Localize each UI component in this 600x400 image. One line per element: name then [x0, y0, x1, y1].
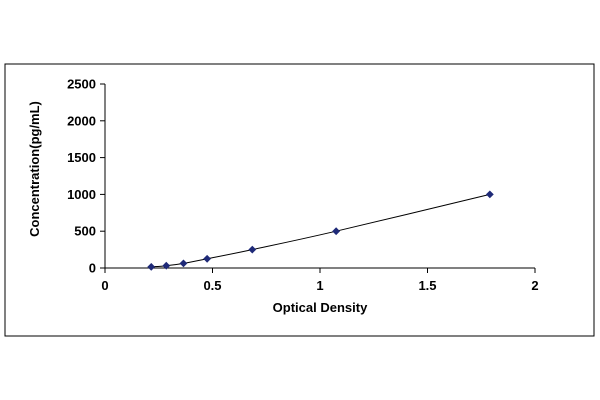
x-tick-label: 0 — [101, 278, 108, 293]
y-tick-label: 500 — [74, 224, 96, 239]
data-point — [179, 259, 188, 268]
y-tick-label: 2000 — [67, 113, 96, 128]
tick-labels: 0 500 1000 1500 2000 2500 0 0.5 1 1.5 2 — [67, 77, 539, 294]
y-axis-label: Concentration(pg/mL) — [27, 101, 42, 237]
data-point — [332, 227, 341, 236]
data-points — [147, 190, 494, 271]
x-tick-label: 2 — [531, 278, 538, 293]
ticks — [100, 83, 536, 273]
y-tick-label: 0 — [89, 261, 96, 276]
data-point — [162, 261, 171, 270]
data-point — [485, 190, 494, 199]
x-tick-label: 0.5 — [203, 278, 221, 293]
chart-frame — [4, 63, 595, 337]
data-point — [147, 262, 156, 271]
x-tick-label: 1 — [316, 278, 323, 293]
x-tick-label: 1.5 — [418, 278, 436, 293]
y-tick-label: 1500 — [67, 150, 96, 165]
y-tick-label: 2500 — [67, 77, 96, 92]
y-tick-label: 1000 — [67, 187, 96, 202]
x-axis-label: Optical Density — [273, 300, 368, 315]
data-point — [203, 254, 212, 263]
data-point — [248, 245, 257, 254]
